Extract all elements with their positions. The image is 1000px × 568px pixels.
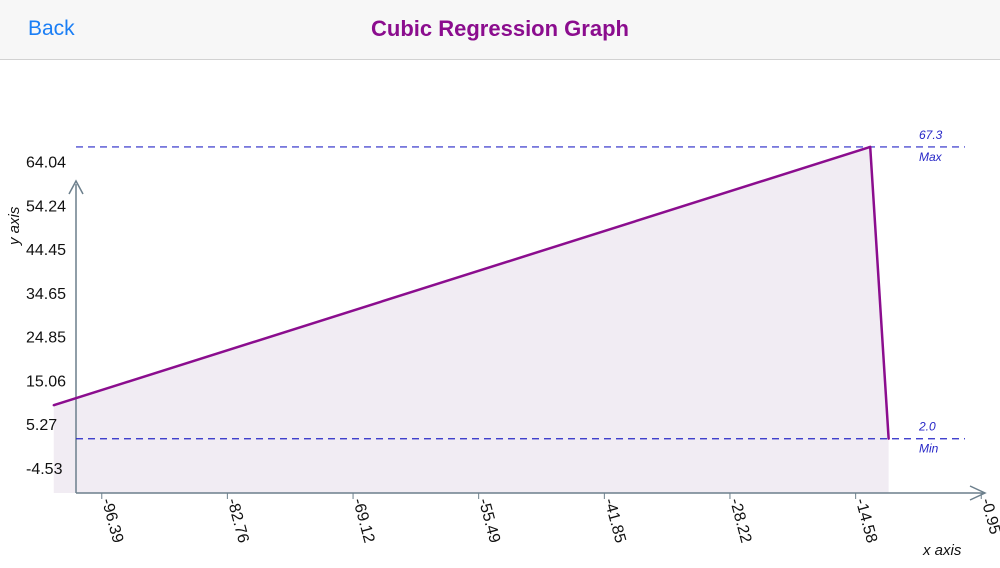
data-point: [887, 437, 890, 440]
reference-name-label: Max: [919, 150, 943, 164]
y-tick-label: 15.06: [26, 373, 66, 390]
x-tick-label: -41.85: [600, 497, 628, 545]
navigation-bar: Back Cubic Regression Graph: [0, 0, 1000, 60]
y-tick-label: -4.53: [26, 461, 63, 478]
reference-value-label: 2.0: [918, 420, 936, 434]
y-tick-label: 5.27: [26, 417, 57, 434]
x-tick-label: -82.76: [224, 497, 252, 545]
x-axis-label: x axis: [922, 542, 962, 559]
y-tick-label: 44.45: [26, 242, 66, 259]
y-axis-arrow-icon: [68, 179, 84, 195]
x-tick-label: -69.12: [349, 497, 377, 545]
chart-area: -4.53 5.27 15.06 24.85 34.65 44.45 54.24 64.04 -…: [0, 60, 1000, 563]
reference-name-label: Min: [919, 442, 939, 456]
x-tick-label: -0.95: [977, 497, 1000, 537]
reference-value-label: 67.3: [919, 128, 943, 142]
data-point: [869, 145, 872, 149]
x-axis-arrow-icon: [969, 485, 987, 501]
back-button[interactable]: Back: [28, 17, 75, 40]
y-tick-label: 54.24: [26, 198, 66, 215]
y-tick-label: 64.04: [26, 155, 66, 172]
page-title: Cubic Regression Graph: [371, 16, 629, 41]
area-fill: [53, 146, 889, 493]
x-tick-label: -28.22: [726, 497, 754, 545]
y-axis-label: y axis: [6, 206, 23, 246]
x-tick-label: -96.39: [98, 497, 126, 545]
x-tick-label: -14.58: [852, 497, 880, 545]
regression-chart: -4.53 5.27 15.06 24.85 34.65 44.45 54.24 64.04 -…: [6, 128, 1000, 559]
data-point: [52, 404, 55, 407]
y-tick-label: 24.85: [26, 330, 66, 347]
x-tick-label: -55.49: [475, 497, 503, 545]
y-tick-label: 34.65: [26, 286, 66, 303]
